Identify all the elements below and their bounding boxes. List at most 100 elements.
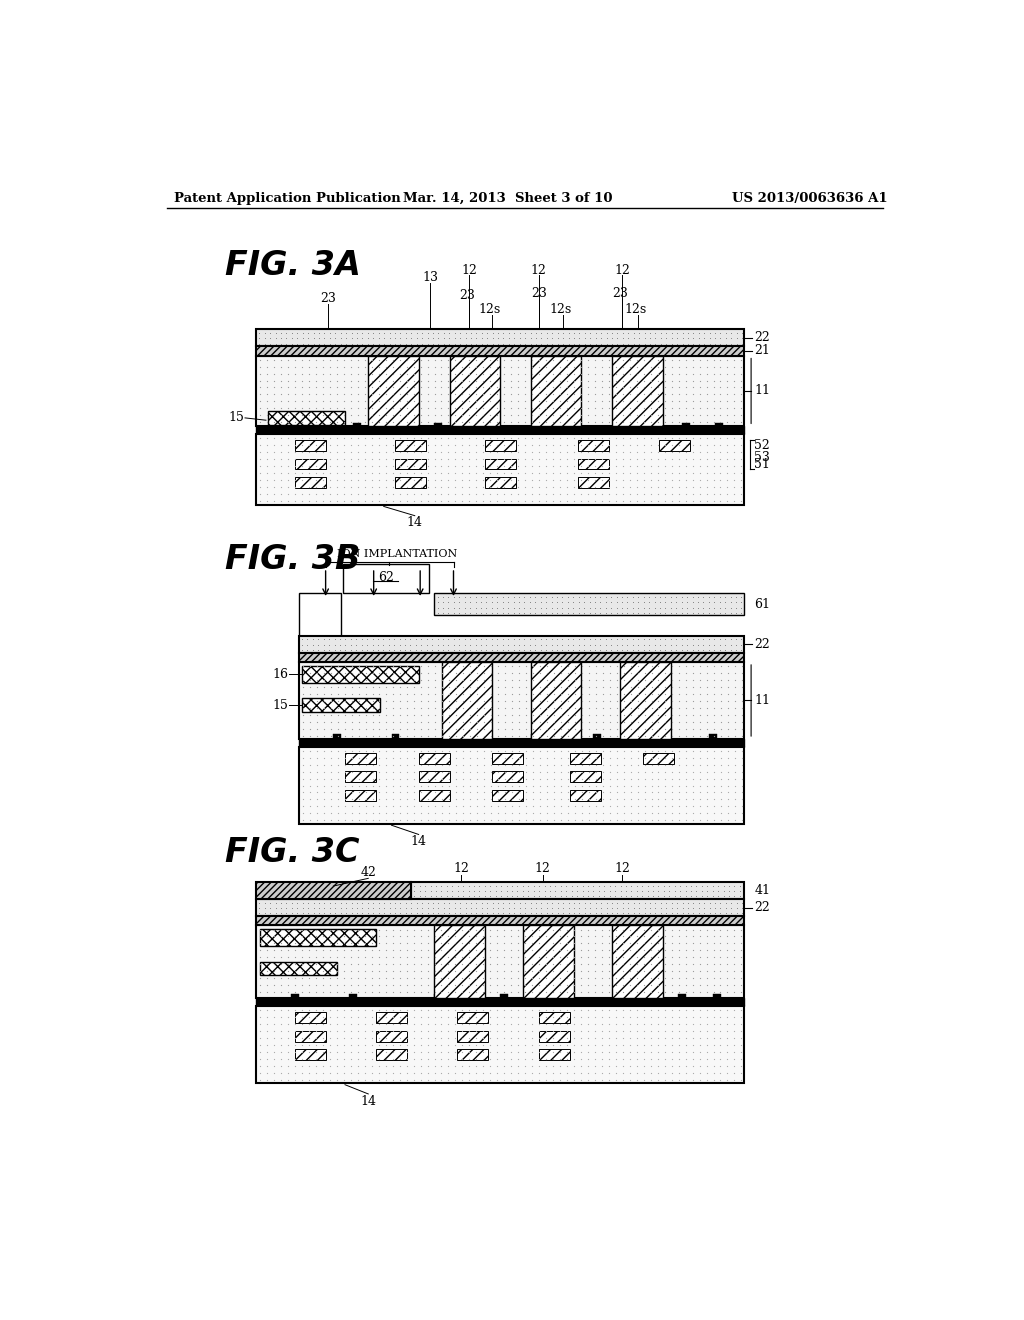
Text: FIG. 3C: FIG. 3C — [225, 836, 359, 869]
Bar — [539, 1012, 569, 1023]
Bar — [291, 994, 299, 1002]
Bar — [578, 459, 608, 470]
Text: Mar. 14, 2013  Sheet 3 of 10: Mar. 14, 2013 Sheet 3 of 10 — [403, 191, 612, 205]
Bar — [280, 422, 287, 430]
Bar — [419, 752, 450, 763]
Bar — [391, 734, 399, 742]
Bar — [569, 771, 601, 781]
Text: 12: 12 — [614, 264, 631, 277]
Bar — [256, 434, 744, 506]
Bar — [484, 459, 515, 470]
Bar — [461, 734, 469, 742]
Bar — [302, 698, 380, 711]
Bar — [256, 355, 744, 426]
Bar — [643, 752, 675, 763]
Bar — [395, 478, 426, 488]
Bar — [295, 1049, 326, 1060]
Bar — [531, 355, 582, 426]
Bar — [578, 478, 608, 488]
Bar — [493, 771, 523, 781]
Bar — [458, 1031, 488, 1041]
Bar — [612, 355, 663, 426]
Bar — [256, 916, 744, 925]
Bar — [295, 478, 326, 488]
Text: 23: 23 — [459, 289, 474, 302]
Text: 11: 11 — [755, 694, 770, 708]
Bar — [295, 1031, 326, 1041]
Bar — [578, 441, 608, 451]
Bar — [442, 663, 493, 739]
Bar — [434, 994, 442, 1002]
Bar — [484, 478, 515, 488]
Text: 12: 12 — [461, 264, 477, 277]
Text: Patent Application Publication: Patent Application Publication — [174, 191, 401, 205]
Text: 16: 16 — [272, 668, 289, 681]
Bar — [267, 411, 345, 425]
Text: 14: 14 — [360, 1094, 376, 1107]
Bar — [299, 747, 744, 824]
Bar — [484, 422, 493, 430]
Bar — [531, 663, 582, 739]
Text: 12s: 12s — [625, 302, 647, 315]
Bar — [716, 422, 723, 430]
Text: 23: 23 — [321, 292, 336, 305]
Bar — [434, 925, 484, 998]
Bar — [256, 882, 411, 899]
Bar — [419, 771, 450, 781]
Bar — [302, 665, 419, 682]
Bar — [434, 422, 442, 430]
Bar — [299, 663, 744, 739]
Text: US 2013/0063636 A1: US 2013/0063636 A1 — [732, 191, 888, 205]
Text: 12: 12 — [454, 862, 469, 875]
Bar — [256, 998, 744, 1006]
Text: 12: 12 — [530, 264, 547, 277]
Bar — [569, 789, 601, 800]
Text: 22: 22 — [755, 638, 770, 651]
Bar — [616, 422, 624, 430]
Text: 21: 21 — [755, 345, 770, 358]
Bar — [352, 422, 360, 430]
Text: 14: 14 — [411, 836, 427, 849]
Bar — [299, 594, 341, 640]
Text: ION IMPLANTATION: ION IMPLANTATION — [337, 549, 458, 560]
Text: 23: 23 — [530, 286, 547, 300]
Text: 15: 15 — [272, 698, 289, 711]
Bar — [295, 441, 326, 451]
Bar — [295, 459, 326, 470]
Bar — [299, 739, 744, 747]
Text: 62: 62 — [378, 570, 394, 583]
Bar — [419, 789, 450, 800]
Bar — [345, 789, 376, 800]
Text: 53: 53 — [755, 450, 770, 463]
Bar — [345, 752, 376, 763]
Bar — [256, 1006, 744, 1084]
Text: 12s: 12s — [479, 302, 501, 315]
Bar — [411, 882, 744, 899]
Text: 42: 42 — [360, 866, 376, 879]
Bar — [256, 330, 744, 346]
Bar — [343, 564, 429, 594]
Bar — [500, 994, 508, 1002]
Text: 15: 15 — [228, 412, 245, 425]
Text: 22: 22 — [755, 331, 770, 345]
Bar — [256, 899, 744, 916]
Bar — [593, 734, 601, 742]
Bar — [531, 734, 539, 742]
Bar — [260, 929, 376, 946]
Text: 13: 13 — [422, 271, 438, 284]
Bar — [376, 1012, 407, 1023]
Bar — [566, 422, 573, 430]
Bar — [395, 459, 426, 470]
Bar — [539, 1031, 569, 1041]
Bar — [345, 771, 376, 781]
Bar — [376, 1031, 407, 1041]
Bar — [484, 441, 515, 451]
Bar — [710, 734, 717, 742]
Text: 51: 51 — [755, 458, 770, 471]
Text: 23: 23 — [612, 286, 628, 300]
Text: 12: 12 — [614, 862, 631, 875]
Bar — [376, 1049, 407, 1060]
Bar — [493, 752, 523, 763]
Bar — [256, 346, 744, 355]
Bar — [299, 636, 744, 653]
